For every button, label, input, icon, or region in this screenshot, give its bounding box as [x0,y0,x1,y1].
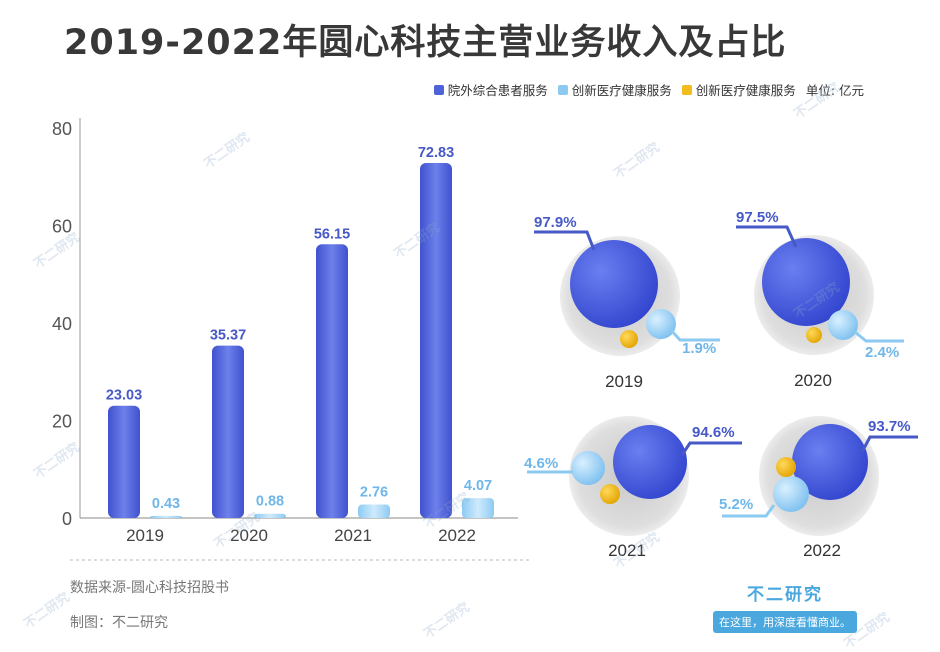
legend: 院外综合患者服务 创新医疗健康服务 创新医疗健康服务 单位: 亿元 [433,80,864,99]
share-label-secondary: 2.4% [865,344,899,361]
share-label-primary: 97.5% [736,209,779,226]
bar-value-label: 23.03 [106,388,142,404]
bar-innovative [358,504,390,518]
bar-value-label: 56.15 [314,226,350,242]
chart-author: 制图：不二研究 [70,615,168,631]
share-label-secondary: 1.9% [682,340,716,357]
share-bubble-innovative [828,310,858,340]
bar-innovative [462,498,494,518]
pie-year-label: 2022 [803,541,841,560]
leader-line-primary [736,225,798,248]
share-bubble-innovative [646,309,676,339]
share-bubble-other [620,330,638,348]
x-tick-label: 2022 [438,526,476,545]
share-label-primary: 94.6% [692,424,735,441]
bar-value-label: 4.07 [464,478,492,494]
share-label-secondary: 4.6% [524,455,558,472]
brand-slogan: 在这里，用深度看懂商业。 [713,611,857,633]
x-tick-label: 2021 [334,526,372,545]
share-bubble-outpatient [792,424,868,500]
bar-innovative [150,515,182,518]
bar-value-label: 35.37 [210,328,246,344]
leader-line-secondary [669,328,720,342]
bar-value-label: 0.88 [256,494,284,510]
share-label-primary: 97.9% [534,214,577,231]
y-tick-label: 0 [62,509,72,529]
share-bubble-innovative [571,451,605,485]
bar-value-label: 72.83 [418,145,454,161]
share-bubble-outpatient [570,240,658,328]
leader-line-primary [534,230,596,251]
leader-line-secondary [854,330,904,343]
x-tick-label: 2019 [126,526,164,545]
legend-item-innovative: 创新医疗健康服务 [557,80,672,99]
pie-year-label: 2021 [608,541,646,560]
unit-label: 单位: 亿元 [805,83,864,98]
legend-label-innovative: 创新医疗健康服务 [571,83,672,98]
bar-innovative [254,513,286,518]
legend-label-other: 创新医疗健康服务 [695,83,796,98]
bar-outpatient [316,244,348,519]
data-source: 数据来源-圆心科技招股书 [70,580,230,596]
legend-item-other: 创新医疗健康服务 [681,80,796,99]
legend-swatch-outpatient [433,84,444,95]
share-label-secondary: 5.2% [719,496,753,513]
x-tick-label: 2020 [230,526,268,545]
leader-line-primary [680,441,742,456]
bar-outpatient [420,162,452,519]
pie-year-label: 2020 [794,371,832,390]
bar-outpatient [212,345,244,518]
bar-outpatient [108,405,140,518]
y-tick-label: 40 [52,314,72,334]
brand-name: 不二研究 [747,585,823,605]
bar-value-label: 0.43 [152,496,180,512]
legend-label-outpatient: 院外综合患者服务 [447,83,548,98]
y-tick-label: 20 [52,412,72,432]
share-bubble-outpatient [762,238,850,326]
share-bubble-innovative [773,476,809,512]
share-bubble-other [806,327,822,343]
leader-line-secondary [722,504,776,518]
share-bubble-other [776,457,796,477]
bar-value-label: 2.76 [360,485,388,501]
y-tick-label: 80 [52,119,72,139]
share-bubble-other [600,484,620,504]
legend-swatch-innovative [557,84,568,95]
share-bubble-outpatient [613,425,687,499]
share-label-primary: 93.7% [868,418,911,435]
pie-year-label: 2019 [605,372,643,391]
legend-item-outpatient: 院外综合患者服务 [433,80,548,99]
chart-title: 2019-2022年圆心科技主营业务收入及占比 [64,23,787,63]
brand-block: 不二研究 在这里，用深度看懂商业。 [705,580,865,633]
legend-swatch-other [681,84,692,95]
leader-line-primary [860,435,918,453]
y-tick-label: 60 [52,217,72,237]
